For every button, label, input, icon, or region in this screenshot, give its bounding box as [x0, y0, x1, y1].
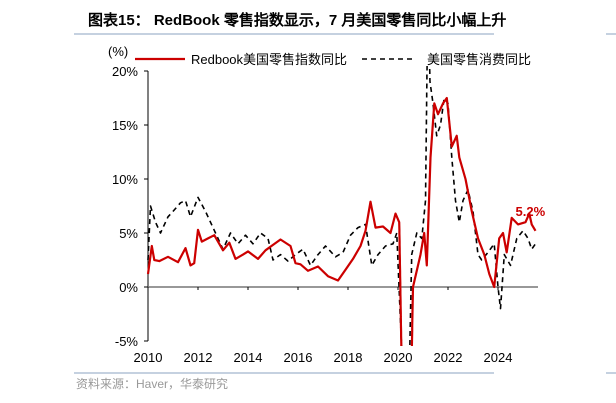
x-tick-label: 2022: [434, 350, 463, 365]
y-tick-label: -5%: [115, 334, 139, 349]
y-tick-label: 5%: [119, 226, 138, 241]
footer-rule-right: [606, 372, 616, 374]
x-tick-label: 2012: [184, 350, 213, 365]
line-chart: (%) -5% 0% 5% 10% 15% 20% 2010 2012 2014 2016 2018…: [108, 44, 546, 365]
y-tick-label: 20%: [112, 64, 138, 79]
title-rule: [74, 33, 494, 35]
legend-label-redbook: Redbook美国零售指数同比: [191, 52, 347, 67]
y-tick-label: 0%: [119, 280, 138, 295]
x-tick-label: 2014: [234, 350, 263, 365]
latest-value-annotation: 5.2%: [516, 204, 546, 219]
x-tick-label: 2020: [384, 350, 413, 365]
y-tick-label: 10%: [112, 172, 138, 187]
chart-title: 图表15： RedBook 零售指数显示，7 月美国零售同比小幅上升: [88, 12, 507, 29]
x-tick-label: 2010: [134, 350, 163, 365]
series-line-retail: [147, 66, 537, 346]
y-axis-label: (%): [108, 44, 128, 59]
title-rule-right: [606, 33, 616, 35]
x-tick-label: 2024: [484, 350, 513, 365]
series-line-redbook: [146, 96, 537, 346]
y-tick-label: 15%: [112, 118, 138, 133]
x-tick-label: 2016: [284, 350, 313, 365]
source-note: 资料来源：Haver，华泰研究: [76, 377, 229, 391]
x-tick-label: 2018: [334, 350, 363, 365]
footer-rule: [74, 372, 494, 374]
legend-label-retail: 美国零售消费同比: [427, 52, 531, 67]
legend: Redbook美国零售指数同比 美国零售消费同比: [135, 52, 531, 67]
